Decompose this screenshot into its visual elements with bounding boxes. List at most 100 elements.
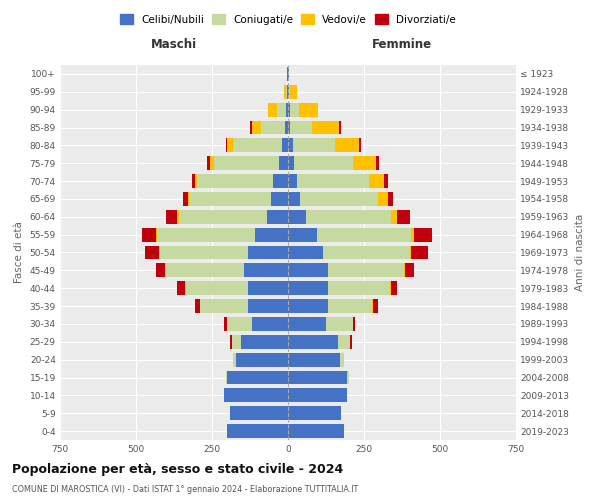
- Bar: [224, 388, 288, 402]
- Bar: [288, 85, 289, 99]
- Bar: [226, 138, 227, 152]
- Bar: [373, 299, 377, 313]
- Bar: [157, 228, 254, 241]
- Bar: [233, 138, 282, 152]
- Bar: [273, 174, 288, 188]
- Bar: [338, 335, 350, 349]
- Bar: [405, 264, 414, 278]
- Bar: [391, 281, 397, 295]
- Bar: [350, 335, 352, 349]
- Bar: [248, 299, 288, 313]
- Text: Femmine: Femmine: [372, 38, 432, 51]
- Bar: [251, 120, 260, 134]
- Bar: [233, 352, 236, 366]
- Bar: [288, 281, 328, 295]
- Bar: [185, 281, 186, 295]
- Bar: [160, 246, 248, 260]
- Bar: [271, 192, 288, 206]
- Bar: [288, 156, 294, 170]
- Bar: [211, 156, 214, 170]
- Bar: [317, 228, 411, 241]
- Bar: [236, 352, 288, 366]
- Bar: [328, 281, 390, 295]
- Bar: [260, 120, 285, 134]
- Bar: [197, 174, 273, 188]
- Bar: [285, 120, 288, 134]
- Bar: [251, 317, 288, 331]
- Bar: [287, 67, 288, 81]
- Bar: [390, 281, 391, 295]
- Bar: [248, 281, 288, 295]
- Bar: [371, 299, 373, 313]
- Bar: [411, 246, 428, 260]
- Bar: [189, 192, 271, 206]
- Bar: [377, 192, 388, 206]
- Bar: [177, 210, 179, 224]
- Bar: [166, 264, 244, 278]
- Bar: [166, 210, 177, 224]
- Bar: [384, 174, 388, 188]
- Bar: [299, 102, 319, 117]
- Bar: [214, 156, 279, 170]
- Bar: [284, 85, 286, 99]
- Bar: [145, 246, 159, 260]
- Bar: [241, 335, 288, 349]
- Bar: [288, 264, 328, 278]
- Bar: [359, 138, 361, 152]
- Bar: [353, 317, 355, 331]
- Bar: [268, 102, 277, 117]
- Bar: [288, 120, 290, 134]
- Bar: [227, 138, 233, 152]
- Bar: [410, 246, 411, 260]
- Bar: [323, 246, 410, 260]
- Bar: [288, 352, 340, 366]
- Bar: [227, 424, 288, 438]
- Bar: [397, 210, 410, 224]
- Bar: [404, 264, 405, 278]
- Bar: [248, 246, 288, 260]
- Bar: [165, 264, 166, 278]
- Bar: [282, 138, 288, 152]
- Bar: [335, 138, 359, 152]
- Bar: [289, 85, 290, 99]
- Bar: [328, 299, 371, 313]
- Bar: [142, 228, 156, 241]
- Bar: [226, 370, 227, 384]
- Bar: [230, 406, 288, 420]
- Bar: [224, 317, 227, 331]
- Bar: [156, 264, 165, 278]
- Bar: [230, 335, 232, 349]
- Bar: [294, 156, 353, 170]
- Bar: [312, 120, 339, 134]
- Text: Popolazione per età, sesso e stato civile - 2024: Popolazione per età, sesso e stato civil…: [12, 462, 343, 475]
- Bar: [208, 156, 211, 170]
- Bar: [391, 210, 397, 224]
- Bar: [414, 228, 433, 241]
- Bar: [353, 156, 376, 170]
- Bar: [288, 210, 306, 224]
- Bar: [326, 317, 353, 331]
- Bar: [293, 138, 335, 152]
- Bar: [288, 388, 347, 402]
- Bar: [376, 156, 379, 170]
- Y-axis label: Fasce di età: Fasce di età: [14, 222, 24, 284]
- Bar: [288, 370, 347, 384]
- Bar: [254, 228, 288, 241]
- Bar: [328, 264, 404, 278]
- Bar: [288, 406, 341, 420]
- Bar: [347, 370, 349, 384]
- Bar: [288, 138, 293, 152]
- Bar: [286, 102, 288, 117]
- Bar: [286, 85, 287, 99]
- Bar: [288, 246, 323, 260]
- Bar: [186, 281, 248, 295]
- Y-axis label: Anni di nascita: Anni di nascita: [575, 214, 585, 291]
- Bar: [195, 299, 200, 313]
- Legend: Celibi/Nubili, Coniugati/e, Vedovi/e, Divorziati/e: Celibi/Nubili, Coniugati/e, Vedovi/e, Di…: [116, 10, 460, 29]
- Bar: [177, 281, 185, 295]
- Bar: [288, 335, 338, 349]
- Bar: [288, 317, 326, 331]
- Bar: [267, 210, 288, 224]
- Bar: [411, 228, 414, 241]
- Bar: [288, 174, 297, 188]
